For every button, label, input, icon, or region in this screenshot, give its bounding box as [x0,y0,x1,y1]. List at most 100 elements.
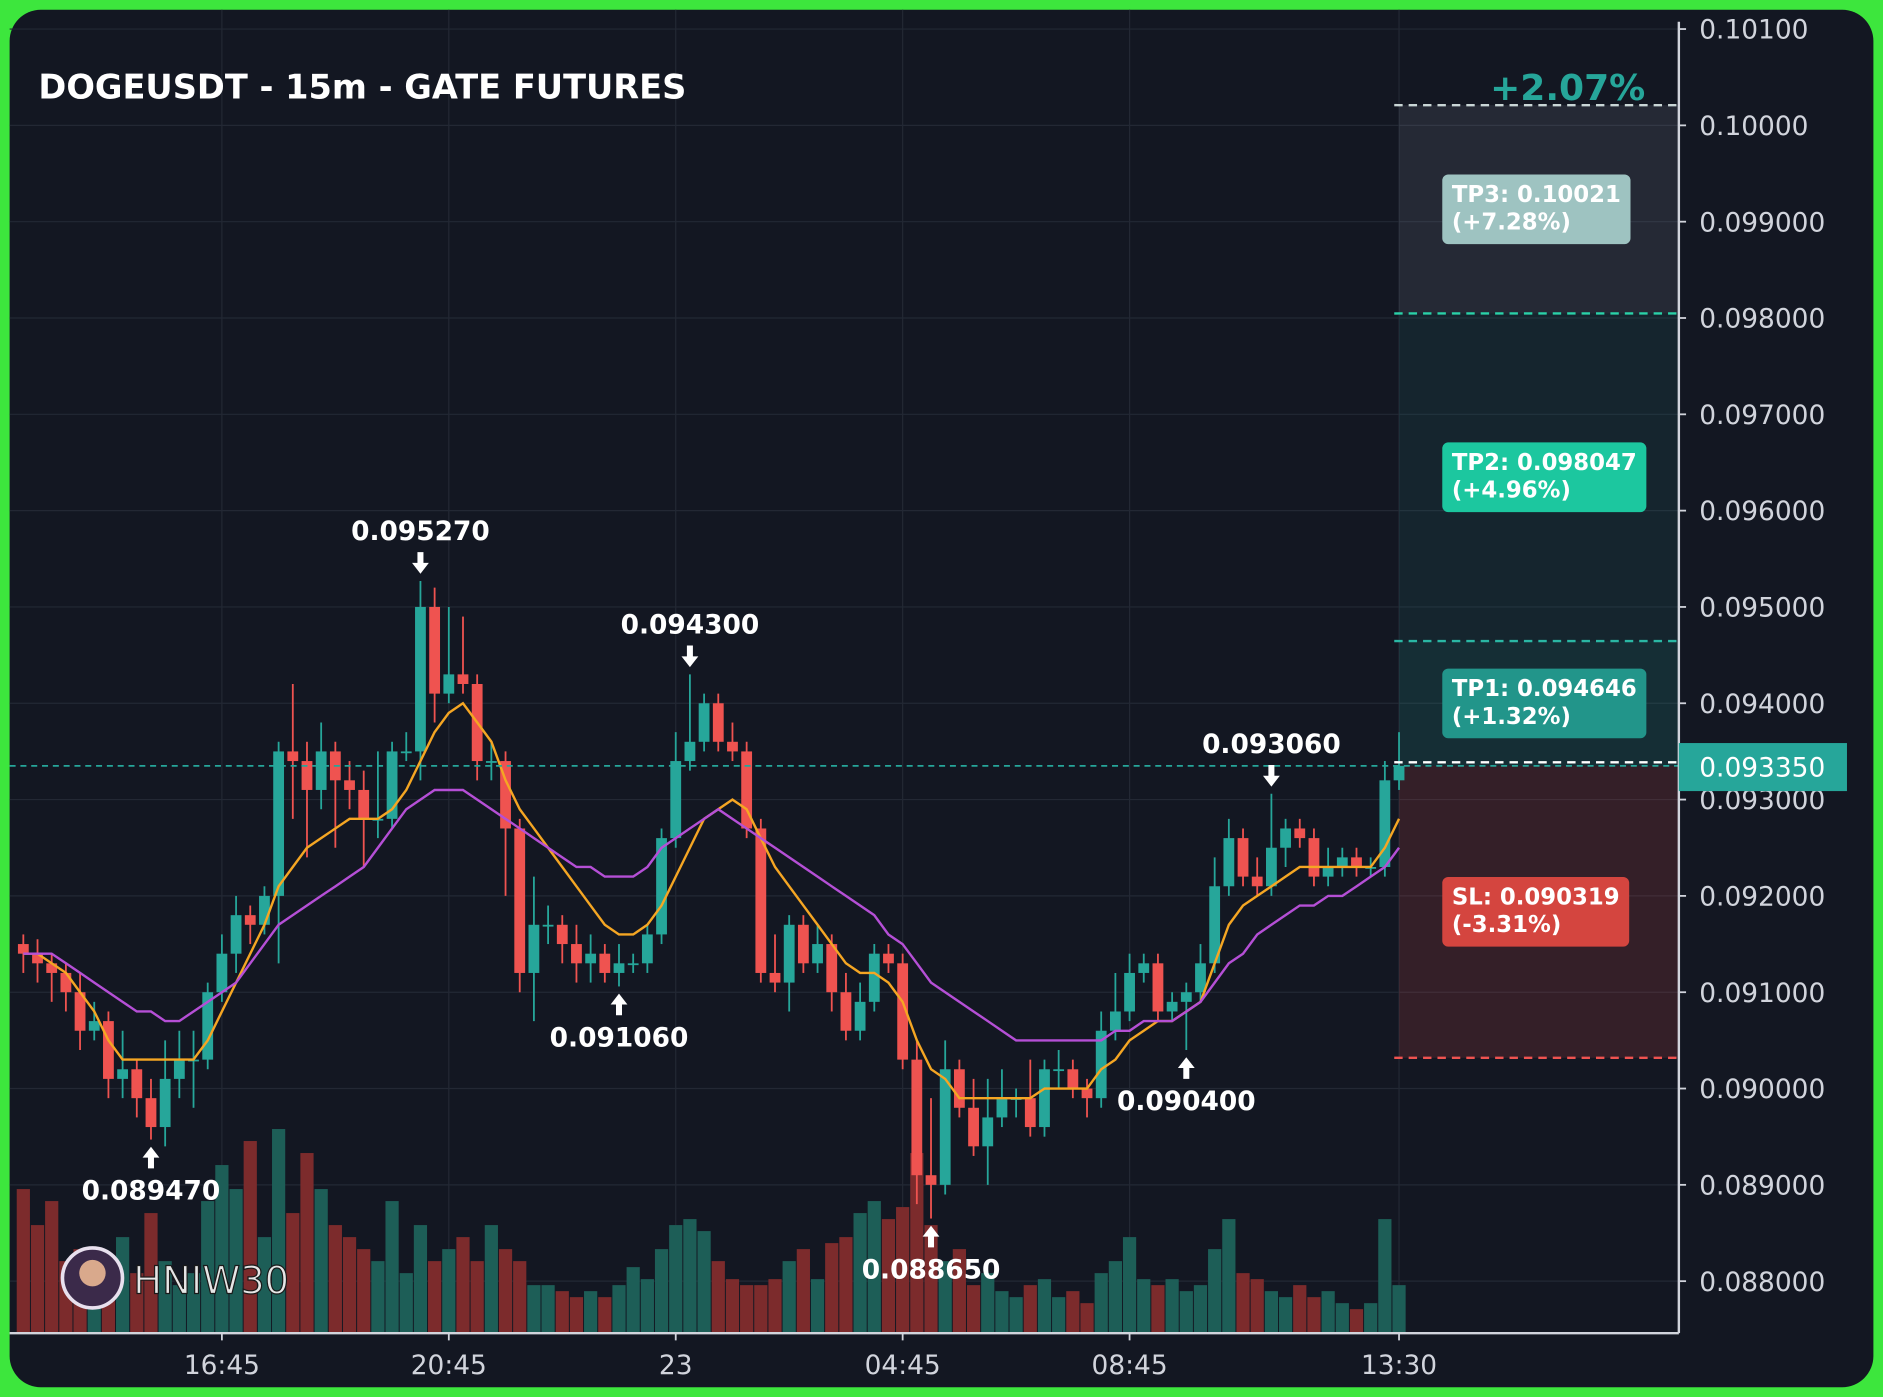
volume-bar [1165,1279,1179,1334]
candle-body [571,944,582,964]
volume-bar [130,1273,144,1334]
candle-body [415,606,426,752]
volume-bar [1264,1291,1279,1334]
volume-bar [1193,1285,1208,1334]
last-price-label: 0.093350 [1699,753,1825,784]
volume-bar [711,1261,725,1334]
candle-body [897,963,909,1060]
volume-bar [896,1207,910,1334]
volume-bar [598,1297,612,1334]
candle-body [599,953,611,973]
candle-body [32,953,43,964]
volume-bar [612,1285,626,1334]
candle-body [1039,1069,1050,1128]
volume-bar [1023,1285,1037,1334]
candle-body [202,992,214,1060]
watermark: HNIW30 [133,1259,289,1304]
volume-bar [371,1261,385,1334]
volume-bar [725,1279,740,1334]
y-tick-label: 0.092000 [1699,882,1825,913]
candle-body [244,915,256,925]
y-tick-label: 0.099000 [1699,207,1825,238]
volume-bar [952,1249,966,1334]
volume-bar [569,1297,584,1334]
volume-bar [1122,1237,1137,1334]
annotation-label: 0.088650 [862,1255,1001,1286]
candle-body [1166,1001,1178,1012]
volume-bar [1293,1285,1307,1334]
candle-body [1195,963,1206,993]
volume-bar [442,1249,456,1334]
candle-body [74,992,86,1031]
y-tick-label: 0.10000 [1699,111,1808,142]
candle-body [344,780,355,790]
volume-bar [300,1153,314,1334]
volume-bar [881,1219,896,1334]
candle-body [443,674,455,694]
annotation-label: 0.089470 [82,1176,221,1207]
y-tick-label: 0.090000 [1699,1074,1825,1105]
volume-bar [796,1249,810,1334]
candle-body [542,924,554,927]
volume-bar [513,1261,527,1334]
candle-body [500,761,511,829]
candle-body [400,751,412,754]
volume-bar [456,1237,470,1334]
annotation-arrow [1262,764,1280,787]
volume-bar [654,1249,669,1334]
candle-body [627,963,639,966]
volume-bar [910,1153,924,1334]
candle-body [358,789,370,819]
volume-bar [1208,1249,1222,1334]
volume-bar [470,1261,484,1334]
candle-body [1251,876,1263,887]
candle-body [1095,1030,1107,1099]
volume-bar [1378,1219,1392,1334]
volume-bar [484,1225,498,1334]
candle-body [1223,838,1235,887]
volume-bar [867,1201,881,1334]
volume-bar [201,1201,215,1334]
candle-body [528,924,540,973]
volume-bar [541,1285,555,1334]
volume-bar [1236,1273,1250,1334]
candle-body [1209,886,1221,964]
candle-body [17,944,29,954]
volume-bar [215,1165,229,1334]
candle-body [783,924,795,983]
volume-bar [1392,1285,1406,1334]
volume-bar [158,1261,172,1334]
candle-body [883,953,894,964]
candle-body [1336,857,1348,868]
candle-body [103,1021,114,1079]
candle-body [60,972,72,993]
volume-bar [669,1225,683,1334]
y-tick-label: 0.10100 [1699,15,1808,46]
x-tick-label: 04:45 [865,1350,941,1381]
candle-body [145,1098,157,1128]
y-tick-label: 0.091000 [1699,978,1825,1009]
volume-bar [1137,1279,1151,1334]
volume-bar [697,1231,711,1334]
candle-body [514,828,526,973]
volume-bar [16,1189,30,1334]
candle-body [457,674,469,685]
pnl-label: +2.07% [1490,68,1645,109]
candle-body [939,1069,951,1185]
volume-bar [144,1213,158,1334]
level-label: TP1: 0.094646 [1452,676,1637,702]
candle-body [698,703,710,742]
candle-body [1308,838,1320,877]
volume-bar [314,1189,328,1334]
candle-body [1081,1088,1093,1099]
candle-body [259,895,270,925]
annotation-arrow [681,645,699,668]
candle-body [117,1069,129,1079]
y-tick-label: 0.098000 [1699,304,1825,335]
annotation-label: 0.093060 [1202,729,1341,760]
candle-body [485,761,497,763]
x-tick-label: 20:45 [411,1350,487,1381]
candle-body [925,1175,937,1185]
volume-bar [30,1225,45,1334]
